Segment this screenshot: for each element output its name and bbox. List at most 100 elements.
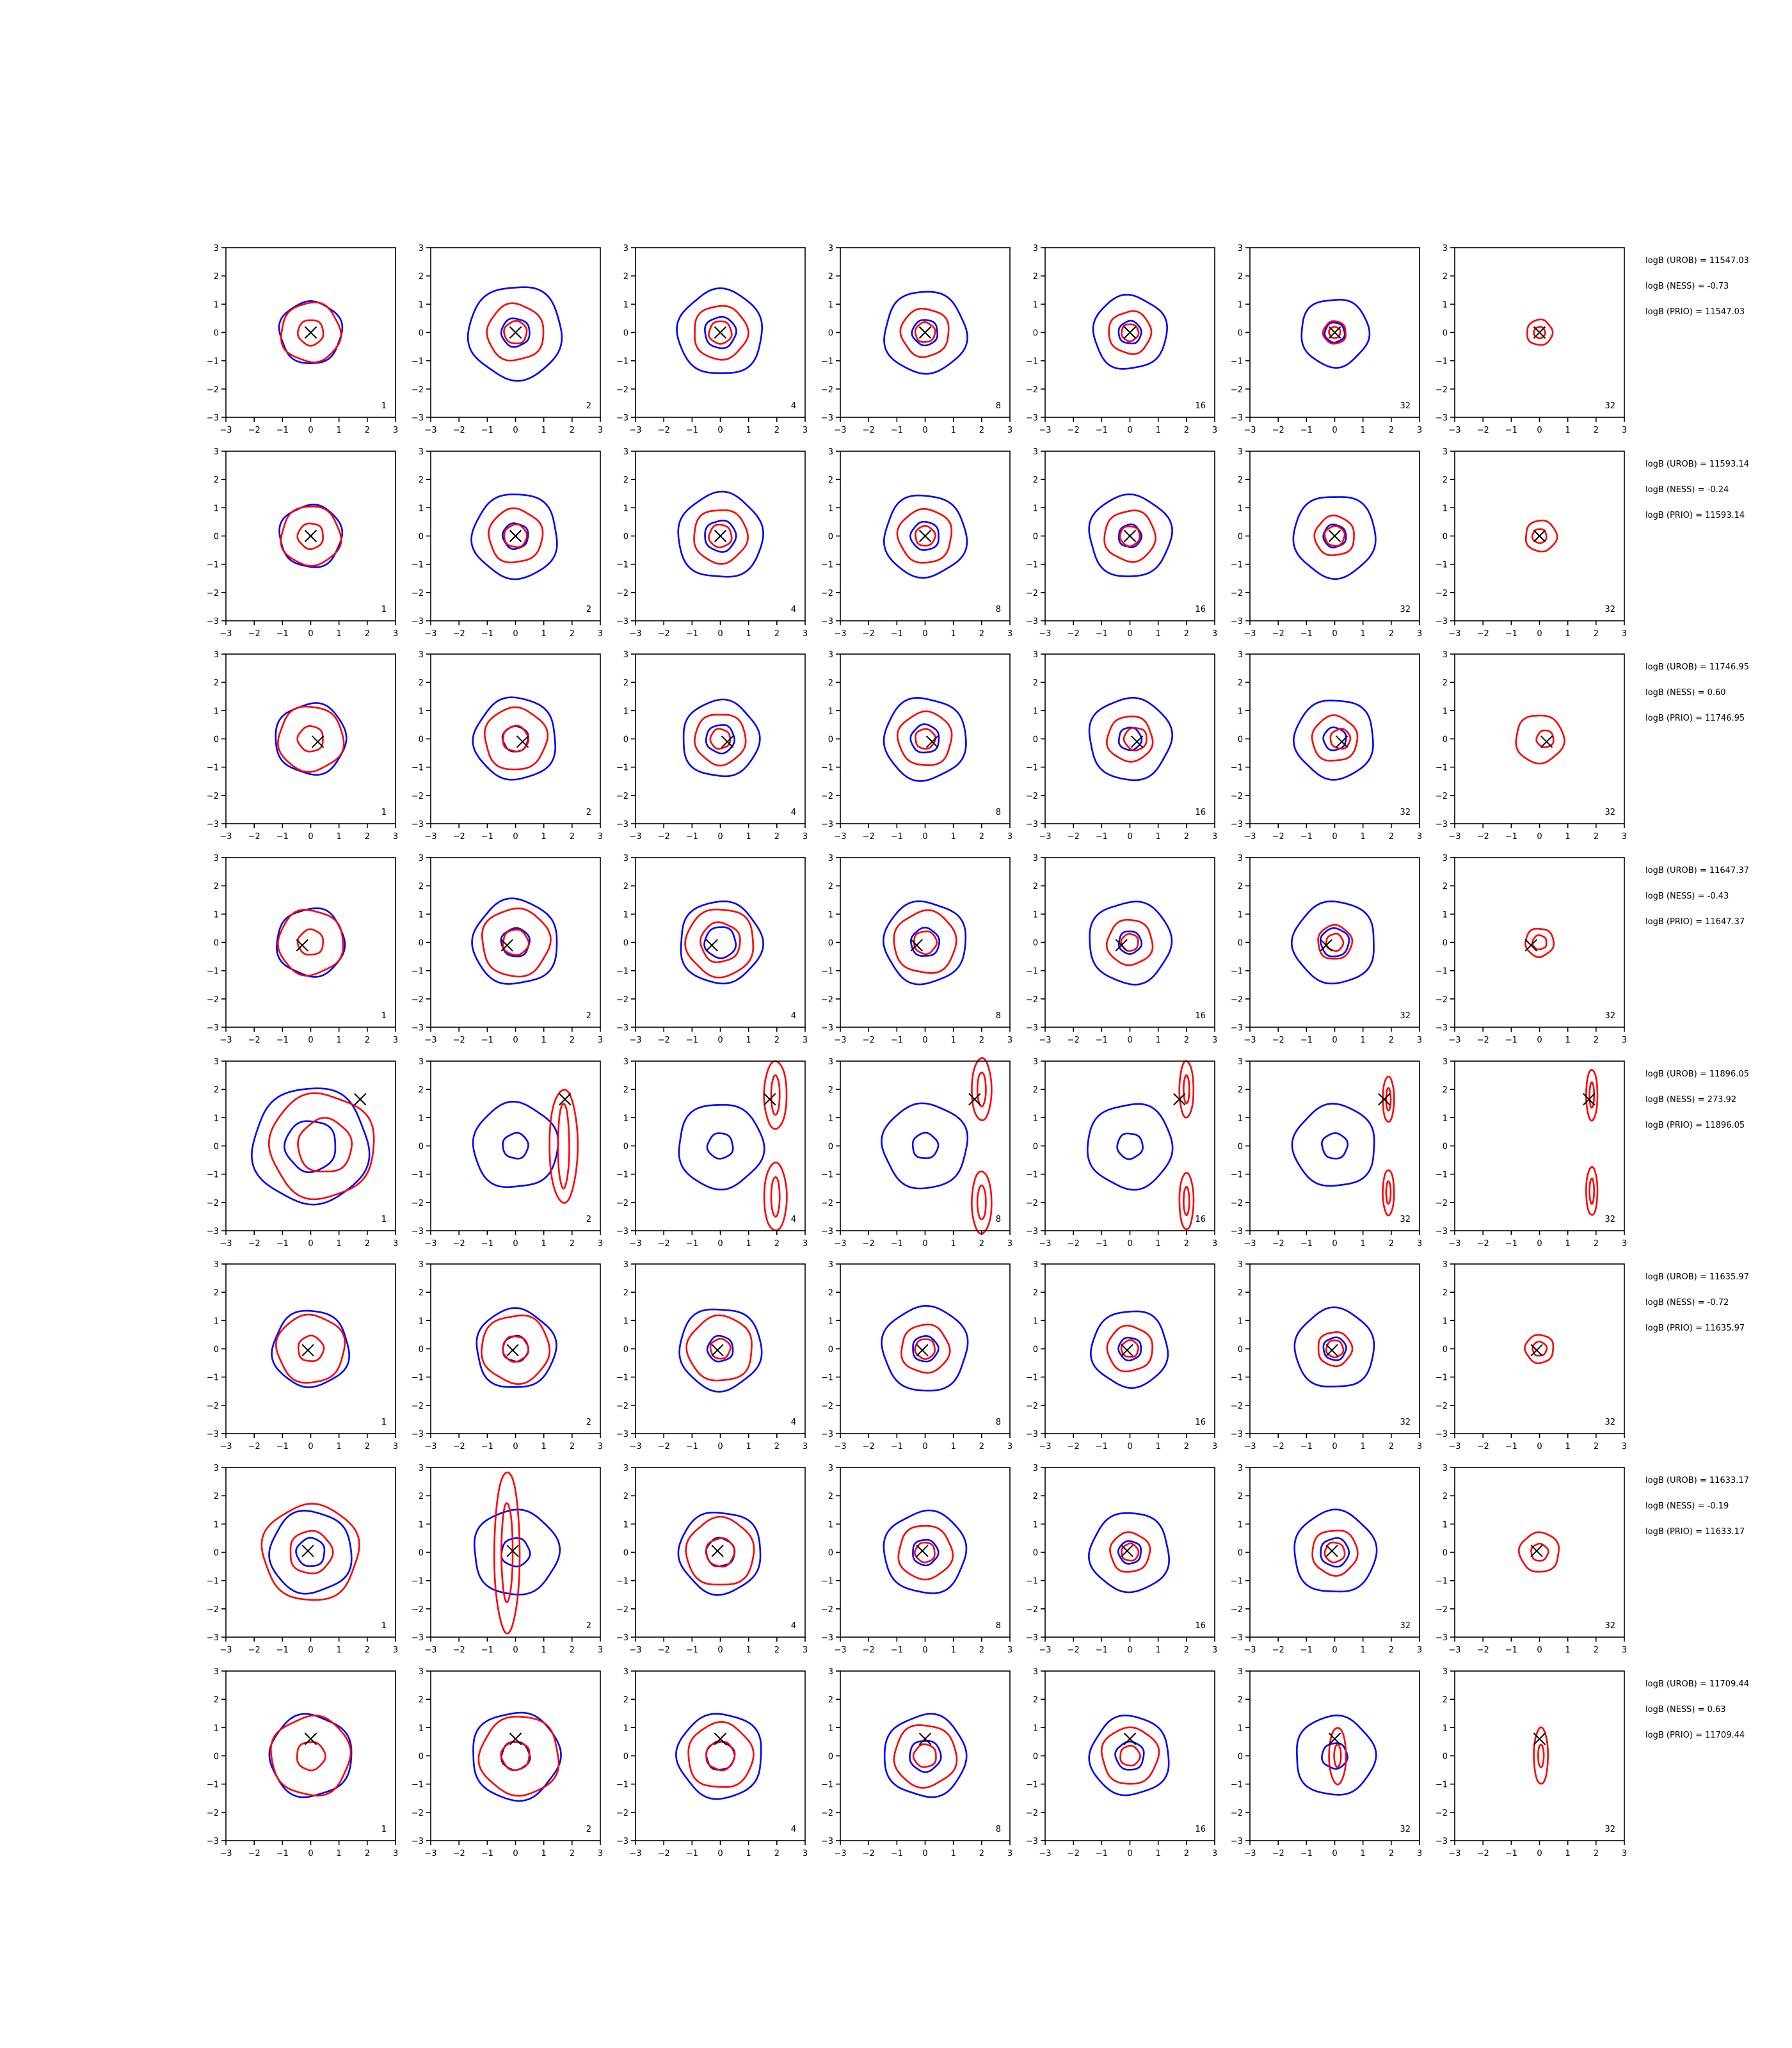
y-tick-label: −1 [1026,967,1038,977]
x-tick-label: 3 [393,832,398,842]
y-tick-label: 0 [419,532,424,542]
y-tick-label: −1 [412,1577,424,1587]
approx-contour [685,1314,753,1382]
y-tick-label: 2 [828,1492,833,1501]
x-tick-label: −2 [1068,629,1080,639]
y-tick-label: 1 [1033,504,1038,513]
x-tick-label: −1 [686,832,698,842]
y-tick-label: −1 [616,1780,628,1790]
marker-point [1533,529,1546,543]
y-tick-label: −3 [821,820,833,829]
y-tick-label: 0 [1443,1142,1448,1152]
x-tick-label: 1 [1361,1036,1366,1045]
y-tick-label: −3 [1026,1227,1038,1236]
y-tick-label: −1 [1231,1171,1243,1180]
panel: −3−3 −2 −2 −1 −1 0 0 1 1 2 2 3 3 2 [412,447,603,639]
approx-contour [912,1743,937,1768]
y-tick-label: 1 [1238,300,1243,310]
x-tick-label: −2 [863,832,875,842]
reference-contour [1092,294,1168,370]
x-tick-label: 3 [1622,832,1627,842]
reference-contour [1088,493,1173,577]
reference-contour [500,927,531,957]
x-tick-label: −2 [248,1442,260,1452]
x-tick-label: −3 [834,426,846,435]
x-tick-label: 3 [393,629,398,639]
approx-contour [1328,1727,1347,1786]
x-tick-label: 0 [513,1239,518,1249]
y-tick-label: 1 [1238,1114,1243,1123]
y-tick-label: −1 [412,764,424,773]
x-tick-label: 3 [1007,1442,1012,1452]
approx-contour [1106,1324,1153,1373]
approx-contour [1382,1169,1395,1217]
x-tick-label: 0 [717,1645,723,1655]
y-tick-label: 2 [1033,1695,1038,1705]
approx-contour [268,1092,375,1201]
x-tick-label: 3 [1212,1239,1217,1249]
panel-label: 16 [1195,1418,1206,1427]
y-tick-label: 0 [419,1345,424,1355]
marker-point [301,1344,314,1357]
approx-contour [971,1057,993,1121]
x-tick-label: −1 [481,832,493,842]
panel-label: 8 [996,1621,1001,1631]
reference-contour [1290,900,1375,985]
approx-contour [477,1715,560,1797]
x-tick-label: −2 [1477,629,1489,639]
x-tick-label: −2 [453,832,465,842]
panel: −3−3 −2 −2 −1 −1 0 0 1 1 2 2 3 3 32 [1231,854,1422,1045]
x-tick-label: 1 [1156,1036,1161,1045]
reference-contour [284,1120,337,1173]
reference-contour [1293,1306,1375,1388]
approx-contour [1120,1339,1139,1358]
x-tick-label: 2 [570,1849,575,1859]
x-tick-label: −1 [276,426,289,435]
panel-label: 1 [381,1621,387,1631]
approx-contour [1121,323,1140,342]
x-tick-label: 3 [598,1239,603,1249]
panel-label: 2 [586,1011,591,1021]
x-tick-label: 3 [803,832,808,842]
y-tick-label: 3 [828,1057,833,1067]
y-tick-label: 3 [214,650,219,660]
marker-point [311,735,324,748]
x-tick-label: −1 [686,1849,698,1859]
x-tick-label: −2 [1272,1849,1284,1859]
y-tick-label: 3 [1443,244,1448,253]
x-tick-label: −2 [1272,426,1284,435]
x-tick-label: 2 [1389,426,1394,435]
x-tick-label: 1 [1361,1239,1366,1249]
x-tick-label: −3 [220,426,232,435]
y-tick-label: −1 [1436,357,1448,367]
x-tick-label: 0 [1127,1442,1132,1452]
x-tick-label: 3 [803,629,808,639]
y-tick-label: 2 [1033,272,1038,282]
y-tick-label: 3 [1238,650,1243,660]
y-tick-label: 1 [419,910,424,920]
y-tick-label: 2 [623,882,628,892]
y-tick-label: 2 [1238,1085,1243,1095]
y-tick-label: −2 [1231,1605,1243,1615]
y-tick-label: 0 [1033,532,1038,542]
x-tick-label: 2 [1389,1849,1394,1859]
x-tick-label: 2 [570,1442,575,1452]
panel-label: 32 [1400,1418,1411,1427]
x-tick-label: −3 [1244,629,1256,639]
x-tick-label: −2 [1068,1442,1080,1452]
y-tick-label: 2 [214,678,219,688]
x-tick-label: 0 [1537,426,1542,435]
marker-point [1325,1344,1338,1357]
x-tick-label: −1 [1096,1645,1108,1655]
x-tick-label: 3 [393,1849,398,1859]
reference-contour [1321,1132,1349,1160]
panel: −3−3 −2 −2 −1 −1 0 0 1 1 2 2 3 3 32 [1436,1057,1627,1249]
x-tick-label: 1 [1565,1645,1571,1655]
panel: −3−3 −2 −2 −1 −1 0 0 1 1 2 2 3 3 16 [1026,650,1217,842]
panel-label: 32 [1400,1825,1411,1834]
x-tick-label: 0 [922,1239,927,1249]
x-tick-label: 0 [308,1442,313,1452]
y-tick-label: −1 [1436,1577,1448,1587]
marker-point [1524,939,1537,952]
y-tick-label: 2 [828,1085,833,1095]
